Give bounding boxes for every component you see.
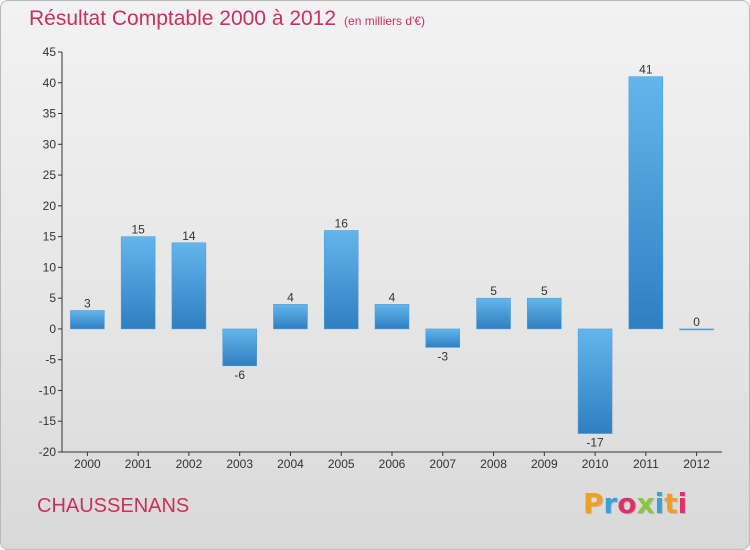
bar (374, 304, 410, 330)
bar (476, 297, 511, 330)
y-tick-label: -10 (39, 383, 57, 397)
bar (70, 310, 105, 330)
y-tick-label: 5 (49, 291, 56, 305)
bar (222, 328, 257, 367)
bar (527, 297, 562, 330)
data-label: 4 (287, 290, 294, 304)
data-label: 0 (693, 315, 700, 329)
logo-letter: o (617, 487, 637, 520)
data-label: -6 (234, 368, 245, 382)
chart-unit: (en milliers d'€) (344, 14, 426, 28)
bar (171, 242, 207, 330)
data-label: 3 (84, 296, 91, 310)
x-tick-label: 2004 (277, 457, 304, 471)
x-tick-label: 2005 (328, 457, 355, 471)
bar (273, 304, 308, 330)
bar (628, 76, 664, 330)
x-tick-label: 2012 (683, 457, 710, 471)
logo-letter: P (583, 487, 604, 520)
x-tick-label: 2003 (226, 457, 253, 471)
y-tick-label: -5 (45, 353, 56, 367)
data-label: 5 (490, 284, 497, 298)
logo-letter: t (664, 487, 678, 520)
commune-name: CHAUSSENANS (37, 495, 190, 517)
y-tick-label: 25 (43, 168, 57, 182)
data-label: -17 (586, 436, 604, 450)
y-tick-label: 20 (43, 199, 57, 213)
logo-letter: r (603, 487, 618, 520)
logo-letter: x (636, 487, 655, 520)
y-tick-label: 0 (49, 322, 56, 336)
data-label: 41 (639, 63, 653, 77)
y-tick-label: 35 (43, 107, 57, 121)
data-label: -3 (437, 349, 448, 363)
y-tick-label: 30 (43, 137, 57, 151)
x-tick-label: 2000 (74, 457, 101, 471)
x-tick-label: 2011 (633, 457, 659, 471)
data-label: 15 (131, 223, 145, 237)
x-tick-label: 2008 (480, 457, 507, 471)
x-tick-label: 2006 (379, 457, 406, 471)
data-label: 16 (335, 216, 349, 230)
x-tick-label: 2001 (125, 457, 152, 471)
data-label: 4 (389, 290, 396, 304)
x-tick-label: 2010 (582, 457, 609, 471)
bar (120, 236, 156, 330)
data-label: 5 (541, 284, 548, 298)
chart-title-text: Résultat Comptable 2000 à 2012 (29, 7, 337, 30)
chart-title: Résultat Comptable 2000 à 2012 (en millie… (29, 7, 425, 31)
x-tick-label: 2007 (429, 457, 456, 471)
bar (323, 230, 359, 330)
data-label: 14 (182, 229, 196, 243)
bar (425, 328, 461, 348)
y-tick-label: 15 (43, 230, 57, 244)
bar (577, 328, 613, 434)
x-tick-label: 2009 (531, 457, 558, 471)
y-tick-label: -15 (39, 414, 57, 428)
bar (679, 328, 714, 331)
proxiti-logo: Proxiti (583, 487, 687, 520)
logo-letter: i (654, 487, 665, 520)
y-tick-label: 10 (43, 260, 57, 274)
y-tick-label: -20 (39, 445, 57, 459)
x-tick-label: 2002 (176, 457, 203, 471)
logo-letter: i (677, 487, 688, 520)
y-tick-label: 45 (43, 45, 57, 59)
y-tick-label: 40 (43, 76, 57, 90)
